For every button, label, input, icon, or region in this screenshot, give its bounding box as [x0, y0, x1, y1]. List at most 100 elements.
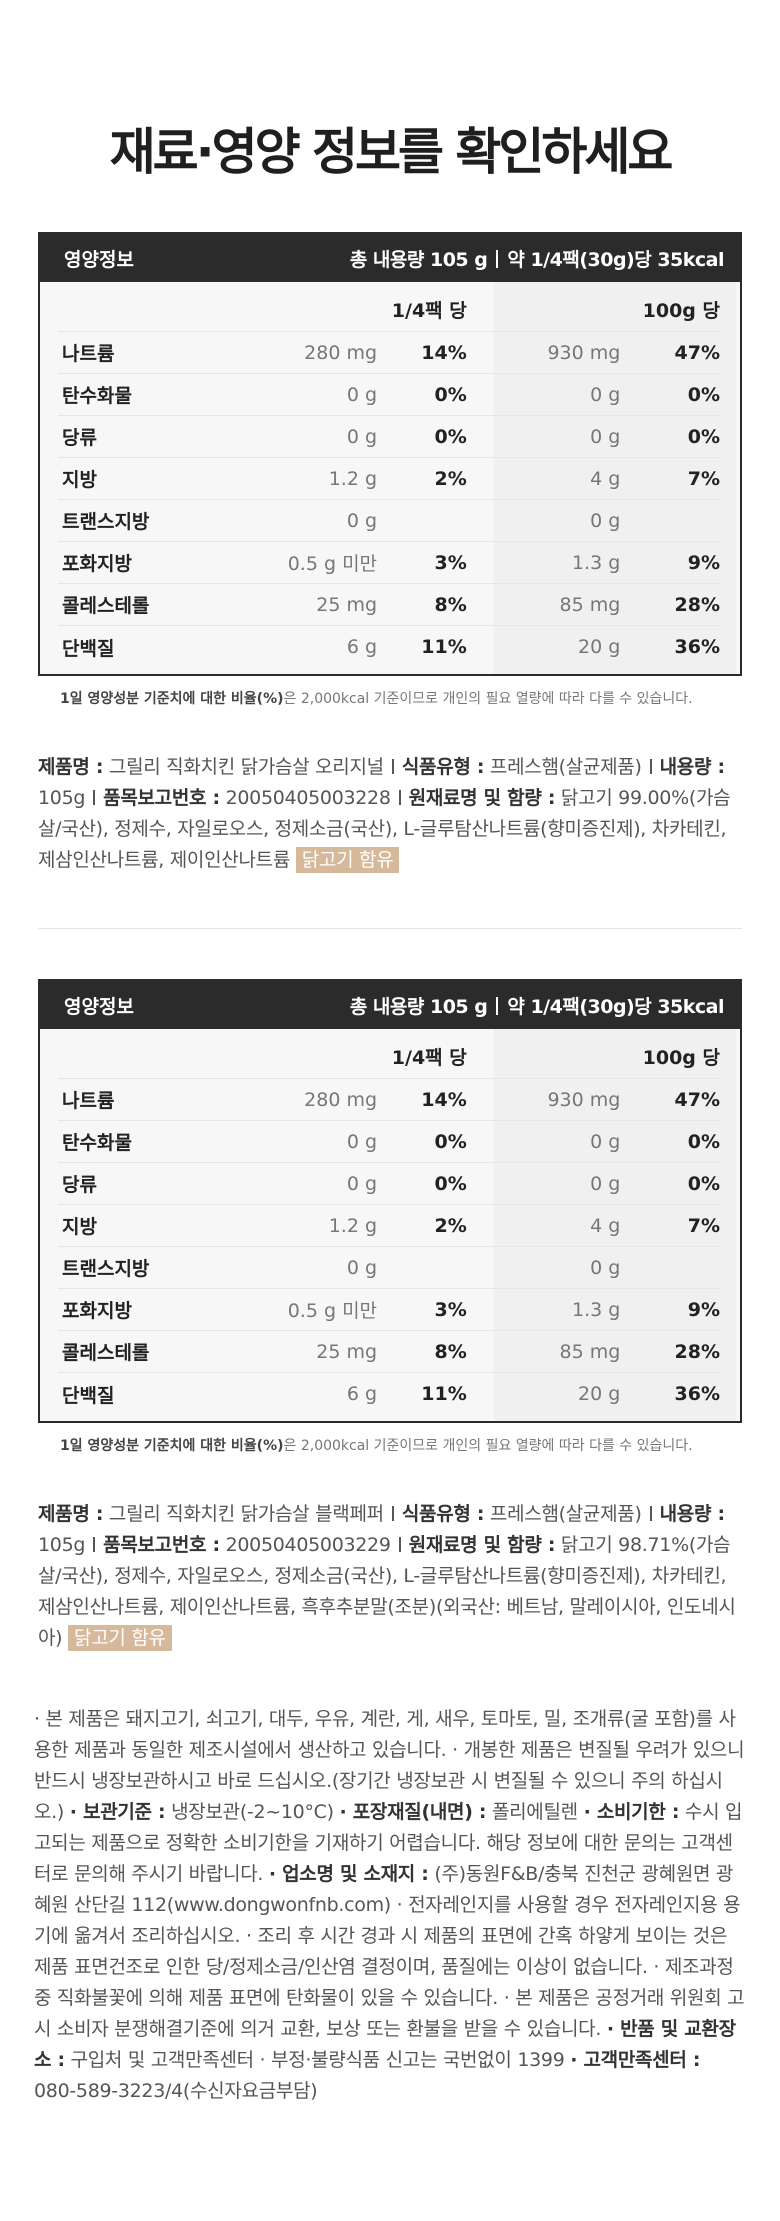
ingredients: 닭고기 99.00%(가슴살/국산), 정제수, 자일로오스, 정제소금(국산)…: [38, 787, 731, 871]
amount-100g: 20 g: [578, 636, 621, 658]
amount-100g: 930 mg: [547, 341, 621, 364]
packaging-label: · 포장재질(내면) :: [339, 1801, 487, 1823]
amount-100g: 0 g: [590, 425, 621, 448]
nutrition-header: 영양정보 총 내용량 105 g 약 1/4팩(30g)당 35kcal: [40, 234, 740, 282]
column-header-quarter: 1/4팩 당: [391, 300, 467, 322]
amount-quarter: 0 g: [346, 425, 378, 448]
table-row: 포화지방 0.5 g 미만 3% 1.3 g 9%: [58, 1289, 720, 1331]
allergen-badge: 닭고기 함유: [295, 847, 400, 873]
amount-quarter: 25 mg: [316, 1340, 378, 1363]
divider-bar: [496, 996, 499, 1015]
nutrition-summary: 총 내용량 105 g 약 1/4팩(30g)당 35kcal: [350, 245, 725, 272]
table-row: 지방 1.2 g 2% 4 g 7%: [58, 1205, 720, 1247]
table-row: 탄수화물 0 g 0% 0 g 0%: [58, 1121, 720, 1163]
percent-quarter: 0%: [434, 1172, 467, 1195]
amount-100g: 4 g: [590, 467, 621, 490]
nutrition-summary: 총 내용량 105 g 약 1/4팩(30g)당 35kcal: [350, 992, 725, 1019]
table-row: 트랜스지방 0 g 0 g: [58, 1247, 720, 1289]
amount-quarter: 0 g: [346, 1172, 378, 1195]
nutrition-label: 영양정보: [64, 995, 134, 1018]
table-row: 지방 1.2 g 2% 4 g 7%: [58, 458, 720, 500]
table-row: 단백질 6 g 11% 20 g 36%: [58, 626, 720, 668]
nutrient-name: 탄수화물: [62, 385, 132, 407]
exchange-value: 구입처 및 고객만족센터 · 부정·불량식품 신고는 국번없이 1399: [64, 2049, 571, 2071]
amount-quarter: 0 g: [346, 1130, 378, 1153]
amount-100g: 0 g: [590, 1172, 621, 1195]
amount-100g: 930 mg: [547, 1088, 621, 1111]
table-row: 트랜스지방 0 g 0 g: [58, 500, 720, 542]
amount-100g: 0 g: [590, 1256, 621, 1279]
nutrition-label: 영양정보: [64, 248, 134, 271]
table-row: 나트륨 280 mg 14% 930 mg 47%: [58, 1079, 720, 1121]
percent-100g: 36%: [674, 1383, 721, 1405]
nutrition-body: 1/4팩 당 100g 당 나트륨 280 mg 14% 930 mg 47% 탄수화물…: [40, 1029, 740, 1421]
percent-quarter: 14%: [421, 341, 467, 364]
amount-quarter: 1.2 g: [328, 467, 378, 490]
divider-bar: [398, 1537, 401, 1552]
report-number-label: 품목보고번호 :: [103, 787, 220, 809]
nutrition-header: 영양정보 총 내용량 105 g 약 1/4팩(30g)당 35kcal: [40, 981, 740, 1029]
company-value: (주)동원F&B/충북 진천군 광혜원면 광혜원 산단길 112(www.don…: [34, 1863, 745, 2040]
nutrient-name: 당류: [62, 1174, 97, 1196]
footnote-bold: 1일 영양성분 기준치에 대한 비율(%): [60, 1438, 284, 1454]
amount-100g: 1.3 g: [571, 1298, 621, 1321]
nutrient-name: 지방: [62, 1216, 97, 1238]
percent-quarter: 2%: [434, 1214, 467, 1237]
food-type: 프레스햄(살균제품): [489, 756, 642, 778]
amount-quarter: 280 mg: [304, 1088, 378, 1111]
nutrient-name: 탄수화물: [62, 1132, 132, 1154]
percent-100g: 7%: [687, 467, 721, 490]
food-type: 프레스햄(살균제품): [489, 1503, 642, 1525]
table-row: 나트륨 280 mg 14% 930 mg 47%: [58, 332, 720, 374]
table-row: 단백질 6 g 11% 20 g 36%: [58, 1373, 720, 1415]
nutrition-footnote: 1일 영양성분 기준치에 대한 비율(%)은 2,000kcal 기준이므로 개…: [38, 688, 742, 708]
amount-100g: 0 g: [590, 383, 621, 406]
nutrition-table: 영양정보 총 내용량 105 g 약 1/4팩(30g)당 35kcal 1/4팩…: [38, 979, 742, 1423]
column-header-row: 1/4팩 당 100g 당: [58, 1035, 720, 1079]
product-name: 그릴리 직화치킨 닭가슴살 오리지널: [108, 756, 384, 778]
divider-bar: [93, 790, 96, 805]
ingredients-label: 원재료명 및 함량 :: [408, 1534, 556, 1556]
report-number-label: 품목보고번호 :: [103, 1534, 220, 1556]
percent-quarter: 8%: [434, 1340, 467, 1363]
nutrient-name: 나트륨: [62, 1090, 115, 1112]
percent-100g: 0%: [687, 383, 721, 406]
section-divider: [38, 928, 742, 929]
percent-100g: 36%: [674, 636, 721, 658]
amount-quarter: 0.5 g 미만: [287, 1300, 378, 1322]
nutrient-name: 트랜스지방: [62, 511, 150, 533]
amount-100g: 1.3 g: [571, 551, 621, 574]
column-shade: [494, 282, 736, 674]
amount-quarter: 280 mg: [304, 341, 378, 364]
footnote-text: 은 2,000kcal 기준이므로 개인의 필요 열량에 따라 다를 수 있습니…: [283, 691, 693, 707]
column-header-quarter: 1/4팩 당: [391, 1047, 467, 1069]
nutrition-body: 1/4팩 당 100g 당 나트륨 280 mg 14% 930 mg 47% 탄수화물…: [40, 282, 740, 674]
nutrition-table: 영양정보 총 내용량 105 g 약 1/4팩(30g)당 35kcal 1/4팩…: [38, 232, 742, 676]
column-shade: [494, 1029, 736, 1421]
nutrient-name: 포화지방: [62, 1300, 132, 1322]
amount-quarter: 0.5 g 미만: [287, 553, 378, 575]
storage-value: 냉장보관(-2~10°C): [165, 1801, 340, 1823]
percent-quarter: 11%: [421, 1383, 467, 1405]
amount-100g: 0 g: [590, 509, 621, 532]
percent-quarter: 3%: [434, 551, 467, 574]
page-title: 재료·영양 정보를 확인하세요: [109, 123, 674, 181]
customer-center-value: 080-589-3223/4(수신자요금부담): [34, 2080, 318, 2102]
company-label: · 업소명 및 소재지 :: [268, 1863, 429, 1885]
column-header-row: 1/4팩 당 100g 당: [58, 288, 720, 332]
product-name-label: 제품명 :: [38, 756, 104, 778]
customer-center-label: · 고객만족센터 :: [570, 2049, 701, 2071]
amount-quarter: 0 g: [346, 1256, 378, 1279]
percent-quarter: 0%: [434, 1130, 467, 1153]
footnote-bold: 1일 영양성분 기준치에 대한 비율(%): [60, 691, 284, 707]
percent-100g: 7%: [687, 1214, 721, 1237]
amount-quarter: 0 g: [346, 383, 378, 406]
per-serving: 약 1/4팩(30g)당 35kcal: [507, 248, 724, 271]
exchange-label: · 반품 및 교환장소 :: [34, 2018, 736, 2071]
per-serving: 약 1/4팩(30g)당 35kcal: [507, 995, 724, 1018]
percent-100g: 9%: [687, 1298, 721, 1321]
table-row: 당류 0 g 0% 0 g 0%: [58, 416, 720, 458]
volume: 105g: [38, 1534, 86, 1556]
food-type-label: 식품유형 :: [401, 756, 485, 778]
amount-quarter: 6 g: [346, 636, 378, 658]
